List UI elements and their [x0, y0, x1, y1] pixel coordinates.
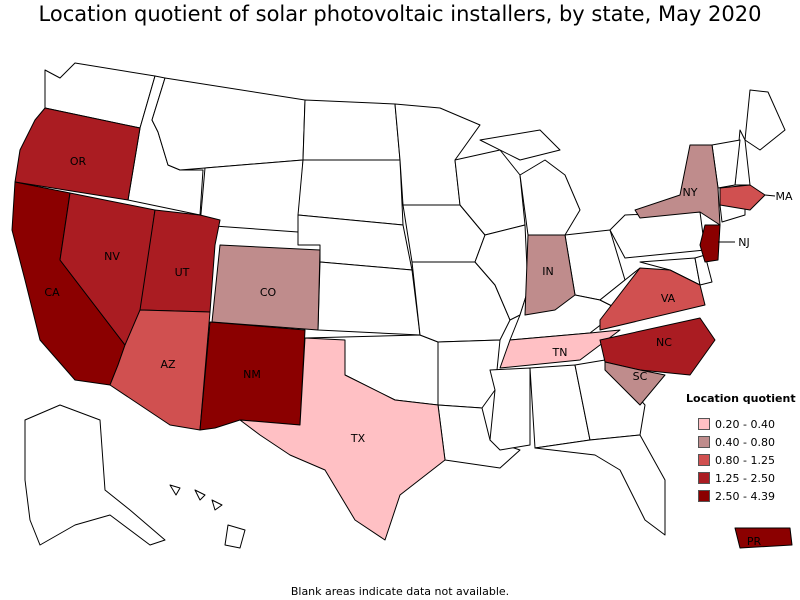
state-SD[interactable] — [297, 159, 404, 226]
footnote: Blank areas indicate data not available. — [290, 585, 510, 598]
state-ND[interactable] — [302, 99, 401, 161]
state-VA[interactable] — [599, 267, 706, 331]
state-label-NM: NM — [243, 368, 261, 381]
legend-swatch — [698, 472, 710, 484]
state-CO[interactable] — [211, 244, 321, 331]
state-TN[interactable] — [499, 329, 621, 369]
state-label-NY: NY — [683, 186, 698, 199]
legend-item: 0.80 - 1.25 — [686, 451, 800, 469]
state-MS[interactable] — [489, 367, 531, 451]
state-label-VA: VA — [661, 292, 676, 305]
legend-range: 0.80 - 1.25 — [715, 453, 775, 467]
legend-swatch — [698, 490, 710, 502]
state-label-PR: PR — [747, 535, 762, 548]
state-SC[interactable] — [604, 361, 666, 406]
legend-swatch — [698, 418, 710, 430]
state-NJ[interactable] — [699, 224, 721, 263]
state-AR[interactable] — [437, 339, 501, 409]
legend-range: 2.50 - 4.39 — [715, 489, 775, 503]
state-label-TN: TN — [552, 346, 568, 359]
state-KS[interactable] — [317, 261, 421, 336]
state-PR[interactable] — [734, 527, 793, 549]
state-label-NJ: NJ — [738, 236, 749, 249]
state-PA[interactable] — [609, 211, 706, 259]
state-label-CO: CO — [260, 286, 277, 299]
state-label-AZ: AZ — [160, 358, 176, 371]
state-GA[interactable] — [574, 359, 646, 441]
state-FL[interactable] — [534, 434, 666, 536]
state-IN[interactable] — [524, 234, 576, 316]
state-ME[interactable] — [744, 89, 786, 151]
legend-title: Location quotient — [686, 392, 796, 405]
legend-item: 0.40 - 0.80 — [686, 433, 800, 451]
state-DE[interactable] — [694, 254, 713, 286]
legend-item: 1.25 - 2.50 — [686, 469, 800, 487]
legend-swatch — [698, 436, 710, 448]
label-leader-line — [764, 194, 776, 197]
legend: Location quotient 0.20 - 0.40 0.40 - 0.8… — [686, 392, 800, 505]
state-label-CA: CA — [44, 286, 60, 299]
state-HI[interactable] — [169, 484, 246, 549]
state-MA[interactable] — [719, 184, 766, 211]
state-AZ[interactable] — [109, 309, 211, 431]
state-label-IN: IN — [542, 265, 553, 278]
state-label-TX: TX — [350, 432, 366, 445]
map-title: Location quotient of solar photovoltaic … — [38, 2, 762, 26]
state-label-UT: UT — [175, 266, 190, 279]
state-label-MA: MA — [775, 190, 792, 203]
no-data-states — [24, 62, 786, 549]
legend-item: 0.20 - 0.40 — [686, 415, 800, 433]
legend-range: 0.40 - 0.80 — [715, 435, 775, 449]
state-label-OR: OR — [70, 155, 87, 168]
legend-range: 0.20 - 0.40 — [715, 417, 775, 431]
state-label-SC: SC — [633, 370, 648, 383]
state-label-NV: NV — [104, 250, 120, 263]
legend-range: 1.25 - 2.50 — [715, 471, 775, 485]
state-IL[interactable] — [474, 224, 529, 321]
state-TX[interactable] — [239, 337, 446, 541]
state-MT[interactable] — [151, 77, 306, 171]
state-NY[interactable] — [634, 144, 721, 226]
state-label-NC: NC — [656, 336, 672, 349]
state-AK[interactable] — [24, 404, 166, 546]
legend-item: 2.50 - 4.39 — [686, 487, 800, 505]
legend-swatch — [698, 454, 710, 466]
